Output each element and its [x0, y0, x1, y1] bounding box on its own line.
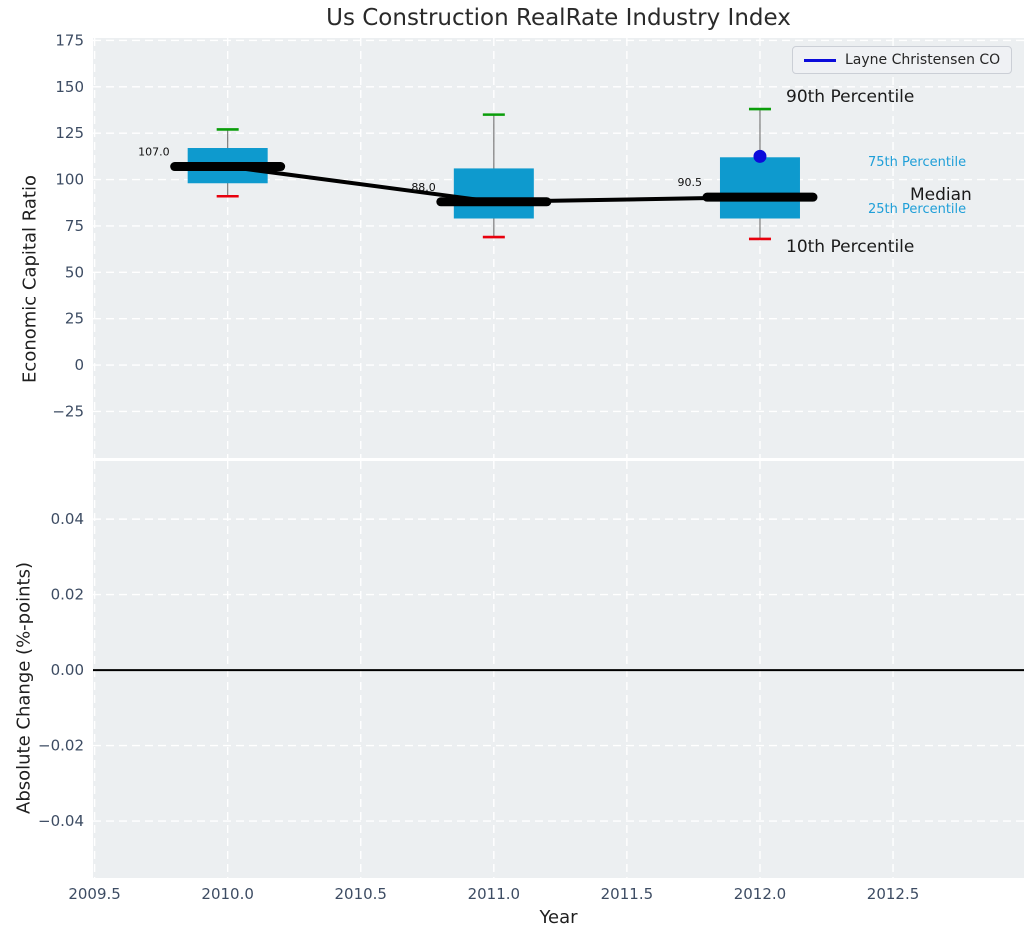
y-tick-label: 125	[55, 124, 84, 142]
x-tick-label: 2010.0	[201, 885, 254, 903]
y-tick-label: 0	[74, 356, 84, 374]
y-tick-label: 100	[55, 171, 84, 189]
y-tick-label: 175	[55, 31, 84, 49]
x-tick-label: 2011.0	[468, 885, 521, 903]
chart-title: Us Construction RealRate Industry Index	[326, 5, 791, 31]
box-2012	[719, 157, 800, 219]
y-tick-label: 75	[65, 217, 84, 235]
y-tick-label: −25	[52, 402, 84, 420]
annotation-median: Median	[910, 185, 972, 205]
median-value-label: 90.5	[677, 176, 702, 189]
box-2011	[453, 168, 534, 219]
y-tick-label: 150	[55, 78, 84, 96]
median-value-label: 88.0	[411, 181, 436, 194]
annotation-75th-percentile: 75th Percentile	[868, 155, 967, 170]
y-tick-label: 0.04	[51, 510, 84, 528]
annotation-25th-percentile: 25th Percentile	[868, 202, 967, 217]
company-point	[753, 149, 767, 163]
y-tick-label: 0.00	[51, 661, 84, 679]
x-tick-label: 2009.5	[68, 885, 121, 903]
bottom-y-axis-label: Absolute Change (%-points)	[13, 562, 35, 814]
y-tick-label: −0.04	[38, 812, 84, 830]
median-bar-2010	[170, 162, 286, 172]
x-tick-label: 2012.5	[867, 885, 920, 903]
legend: Layne Christensen CO	[792, 46, 1013, 74]
y-tick-label: 25	[65, 310, 84, 328]
x-axis-label: Year	[539, 907, 578, 928]
plot-area-top	[93, 38, 1024, 458]
y-tick-label: 50	[65, 263, 84, 281]
annotation-90th-percentile: 90th Percentile	[786, 87, 915, 107]
x-tick-label: 2011.5	[601, 885, 654, 903]
x-tick-label: 2010.5	[334, 885, 387, 903]
y-tick-label: −0.02	[38, 737, 84, 755]
legend-label: Layne Christensen CO	[845, 52, 1001, 68]
annotation-10th-percentile: 10th Percentile	[786, 237, 915, 257]
top-y-axis-label: Economic Capital Ratio	[19, 175, 41, 383]
median-bar-2011	[436, 197, 552, 207]
x-tick-label: 2012.0	[734, 885, 787, 903]
median-value-label: 107.0	[138, 146, 170, 159]
median-bar-2012	[702, 192, 818, 202]
y-tick-label: 0.02	[51, 586, 84, 604]
legend-line-sample	[804, 58, 836, 62]
